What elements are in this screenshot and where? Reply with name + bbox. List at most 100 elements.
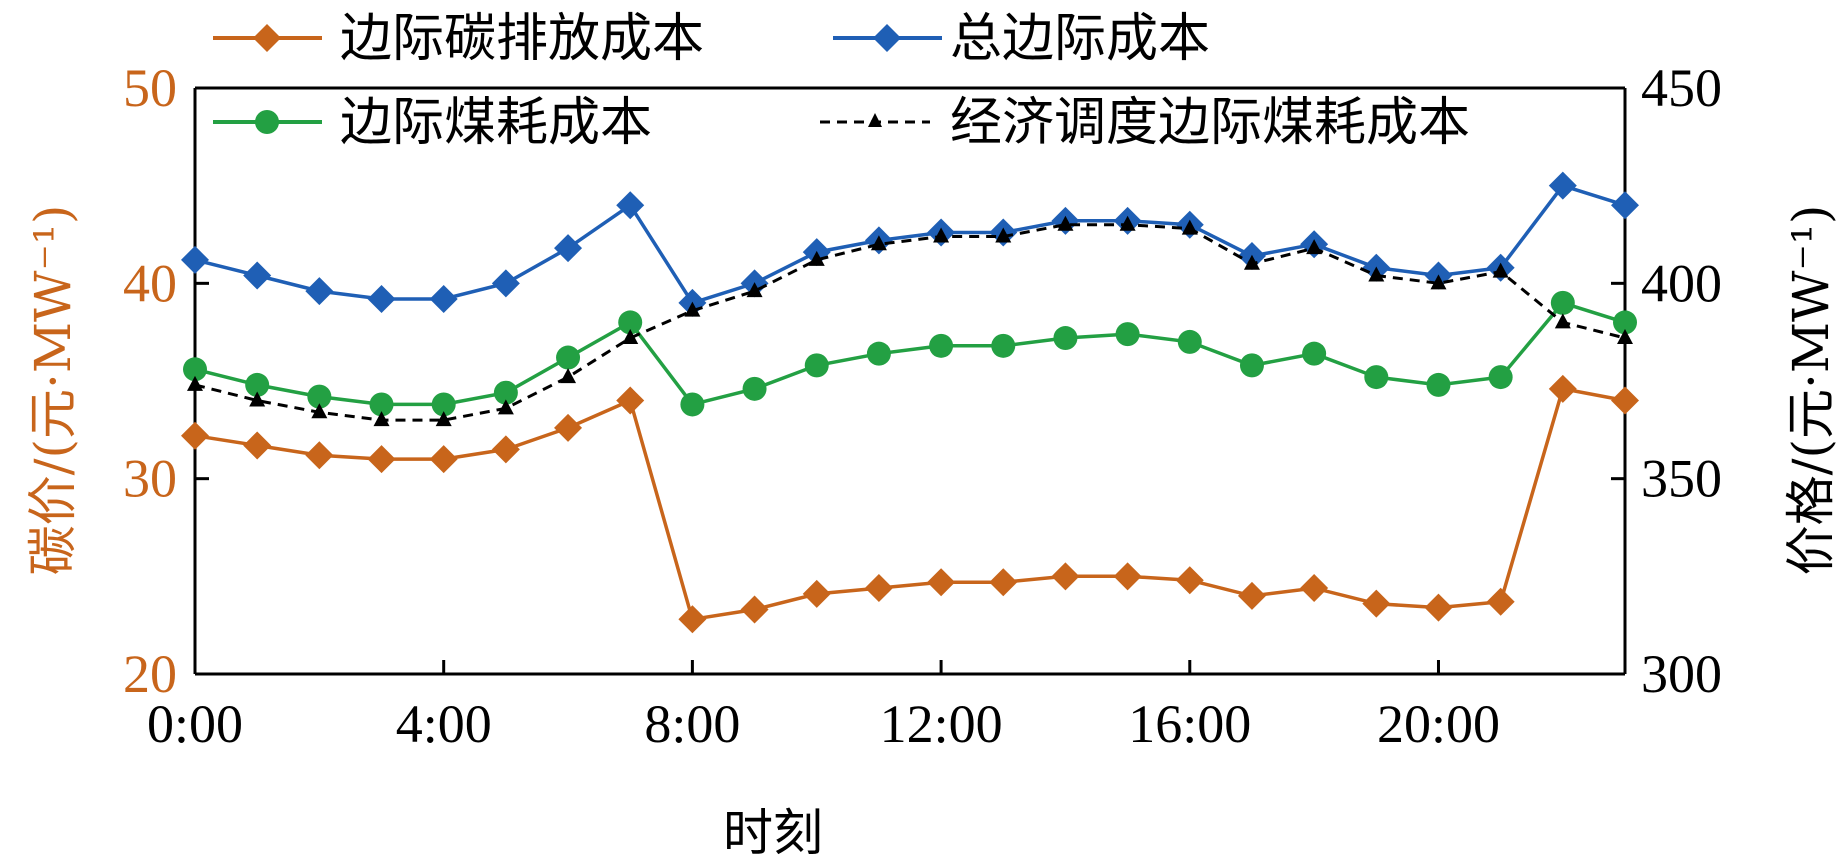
point-dispatch [1181,219,1198,235]
series-dispatch [187,215,1633,427]
point-coal [680,392,705,417]
point-dispatch [684,301,701,317]
point-total [429,284,458,313]
point-dispatch [870,235,887,251]
point-dispatch [1430,274,1447,290]
point-coal [1550,290,1575,315]
point-coal [245,372,270,397]
point-dispatch [1306,239,1323,255]
left-tick-label: 40 [123,253,177,313]
point-coal [1053,326,1078,351]
legend-entry-carbon: 边际碳排放成本 [213,9,704,69]
point-total [367,284,396,313]
point-dispatch [249,391,266,407]
point-carbon [554,413,583,442]
point-carbon [1424,593,1453,622]
series-total [181,171,1639,317]
x-tick-label: 8:00 [644,694,740,754]
x-tick-label: 12:00 [880,694,1003,754]
point-carbon [740,595,769,624]
point-coal [618,310,643,335]
point-coal [1115,322,1140,347]
x-tick-label: 4:00 [396,694,492,754]
point-carbon [864,574,893,603]
point-carbon [1051,562,1080,591]
series-line-coal [194,300,1626,407]
point-carbon [1611,386,1639,415]
point-coal [369,392,394,417]
point-total [1611,191,1639,220]
point-carbon [989,568,1018,597]
point-dispatch [497,399,514,415]
point-coal [1302,341,1327,366]
left-tick-labels: 20 30 40 50 [123,58,177,704]
legend-label-carbon: 边际碳排放成本 [340,9,704,69]
legend-marker-dispatch [868,113,882,127]
point-total [554,234,583,263]
left-axis-title: 碳价/(元·MW⁻¹) [24,205,82,576]
point-dispatch [1617,329,1633,345]
point-dispatch [1057,215,1074,231]
point-carbon [802,579,831,608]
point-coal [307,384,332,409]
point-carbon [616,386,645,415]
point-carbon [491,435,520,464]
point-carbon [1237,581,1266,610]
left-tick-label: 30 [123,449,177,509]
point-dispatch [1119,215,1136,231]
point-dispatch [808,250,825,266]
legend-marker-carbon [253,24,281,52]
point-total [181,245,209,274]
point-coal [431,392,456,417]
point-coal [929,333,954,358]
series-line-total [194,183,1626,305]
series-carbon [181,374,1639,634]
point-coal [1364,365,1389,390]
legend-label-coal: 边际煤耗成本 [340,93,652,153]
point-coal [804,353,829,378]
point-coal [1613,310,1637,335]
x-tick-label: 0:00 [147,694,243,754]
legend-entry-dispatch: 经济调度边际煤耗成本 [820,93,1470,153]
legend-marker-total [873,24,901,52]
point-dispatch [560,368,577,384]
series-line-carbon [194,386,1626,622]
legend-label-dispatch: 经济调度边际煤耗成本 [950,93,1470,153]
point-carbon [1175,566,1204,595]
left-tick-label: 20 [123,644,177,704]
point-dispatch [1243,254,1260,270]
point-dispatch [995,227,1012,243]
point-coal [866,341,891,366]
point-dispatch [435,411,452,427]
point-carbon [1362,589,1391,618]
series-layer [181,171,1639,634]
legend-entry-coal: 边际煤耗成本 [213,93,652,153]
right-tick-label: 300 [1641,644,1722,704]
point-carbon [1113,562,1142,591]
x-tick-labels: 0:00 4:00 8:00 12:00 16:00 20:00 [147,694,1500,754]
right-tick-label: 400 [1641,253,1722,313]
x-tick-label: 16:00 [1128,694,1251,754]
axes [193,86,1627,676]
point-coal [556,345,581,370]
legend-label-total: 总边际成本 [950,9,1210,69]
point-carbon [927,568,956,597]
point-dispatch [311,403,328,419]
point-coal [742,376,767,401]
point-carbon [1300,574,1329,603]
point-carbon [1548,374,1577,403]
legend: 边际碳排放成本 总边际成本 边际煤耗成本 经济调度边际煤耗成本 [213,9,1470,153]
legend-entry-total: 总边际成本 [833,9,1210,69]
point-dispatch [1368,266,1385,282]
point-dispatch [1492,262,1509,278]
right-axis-title: 价格/(元·MW⁻¹) [1782,205,1840,576]
point-dispatch [933,227,950,243]
point-total [305,277,334,306]
point-coal [1239,353,1264,378]
point-total [616,191,645,220]
x-axis-title: 时刻 [723,804,823,862]
point-coal [991,333,1016,358]
x-tick-label: 20:00 [1377,694,1500,754]
point-dispatch [187,375,203,391]
point-carbon [305,441,334,470]
